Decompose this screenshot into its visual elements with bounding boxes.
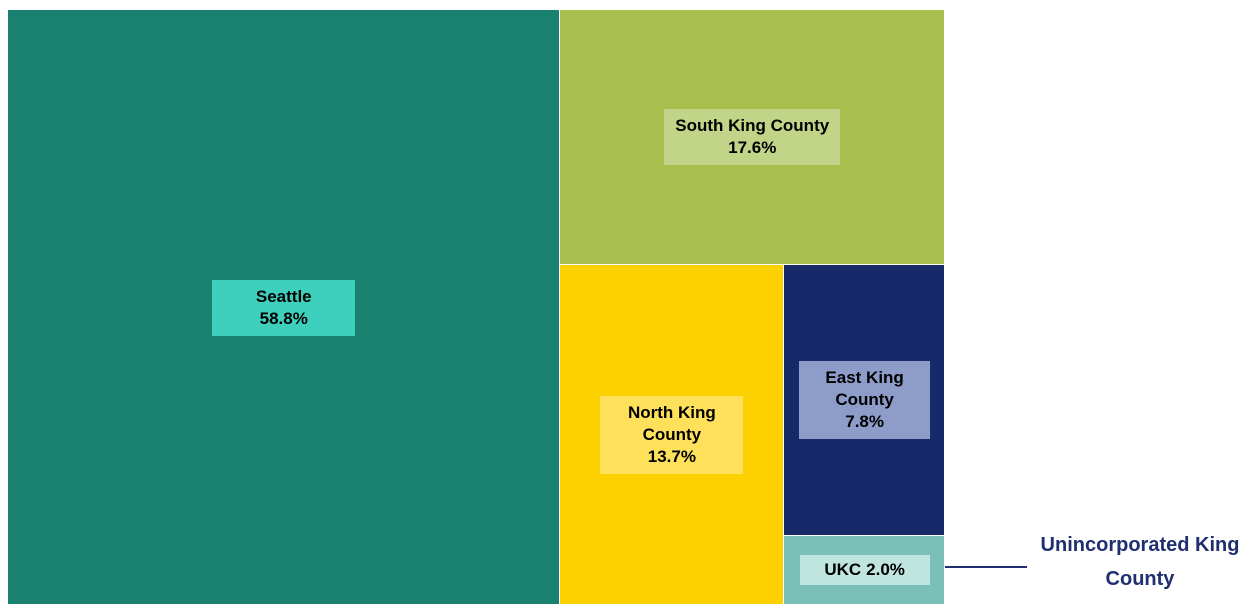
category-label: East King County	[825, 368, 904, 410]
label-box: Seattle 58.8%	[212, 279, 356, 336]
treemap-cell: North King County 13.7%	[559, 264, 785, 605]
annotation-line	[945, 566, 1027, 568]
label-box: North King County 13.7%	[600, 395, 744, 474]
category-label: Seattle	[255, 286, 312, 306]
value-label: 7.8%	[845, 412, 884, 432]
treemap-cell: UKC 2.0%	[784, 535, 945, 605]
treemap-cell: East King County 7.8%	[784, 264, 945, 536]
label-box: East King County 7.8%	[799, 361, 931, 440]
treemap-cell: South King County 17.6%	[559, 10, 945, 265]
label-box: South King County 17.6%	[664, 109, 841, 166]
category-label: North King County	[627, 402, 716, 444]
value-label: 17.6%	[728, 138, 777, 158]
value-label: 2.0%	[866, 560, 905, 580]
value-label: 58.8%	[259, 308, 308, 328]
label-box: UKC 2.0%	[799, 555, 930, 586]
category-label: South King County	[675, 116, 830, 136]
treemap-cell: Seattle 58.8%	[8, 10, 560, 605]
value-label: 13.7%	[647, 446, 696, 466]
annotation: Unincorporated King County	[1040, 534, 1240, 590]
category-label: UKC	[824, 560, 862, 580]
